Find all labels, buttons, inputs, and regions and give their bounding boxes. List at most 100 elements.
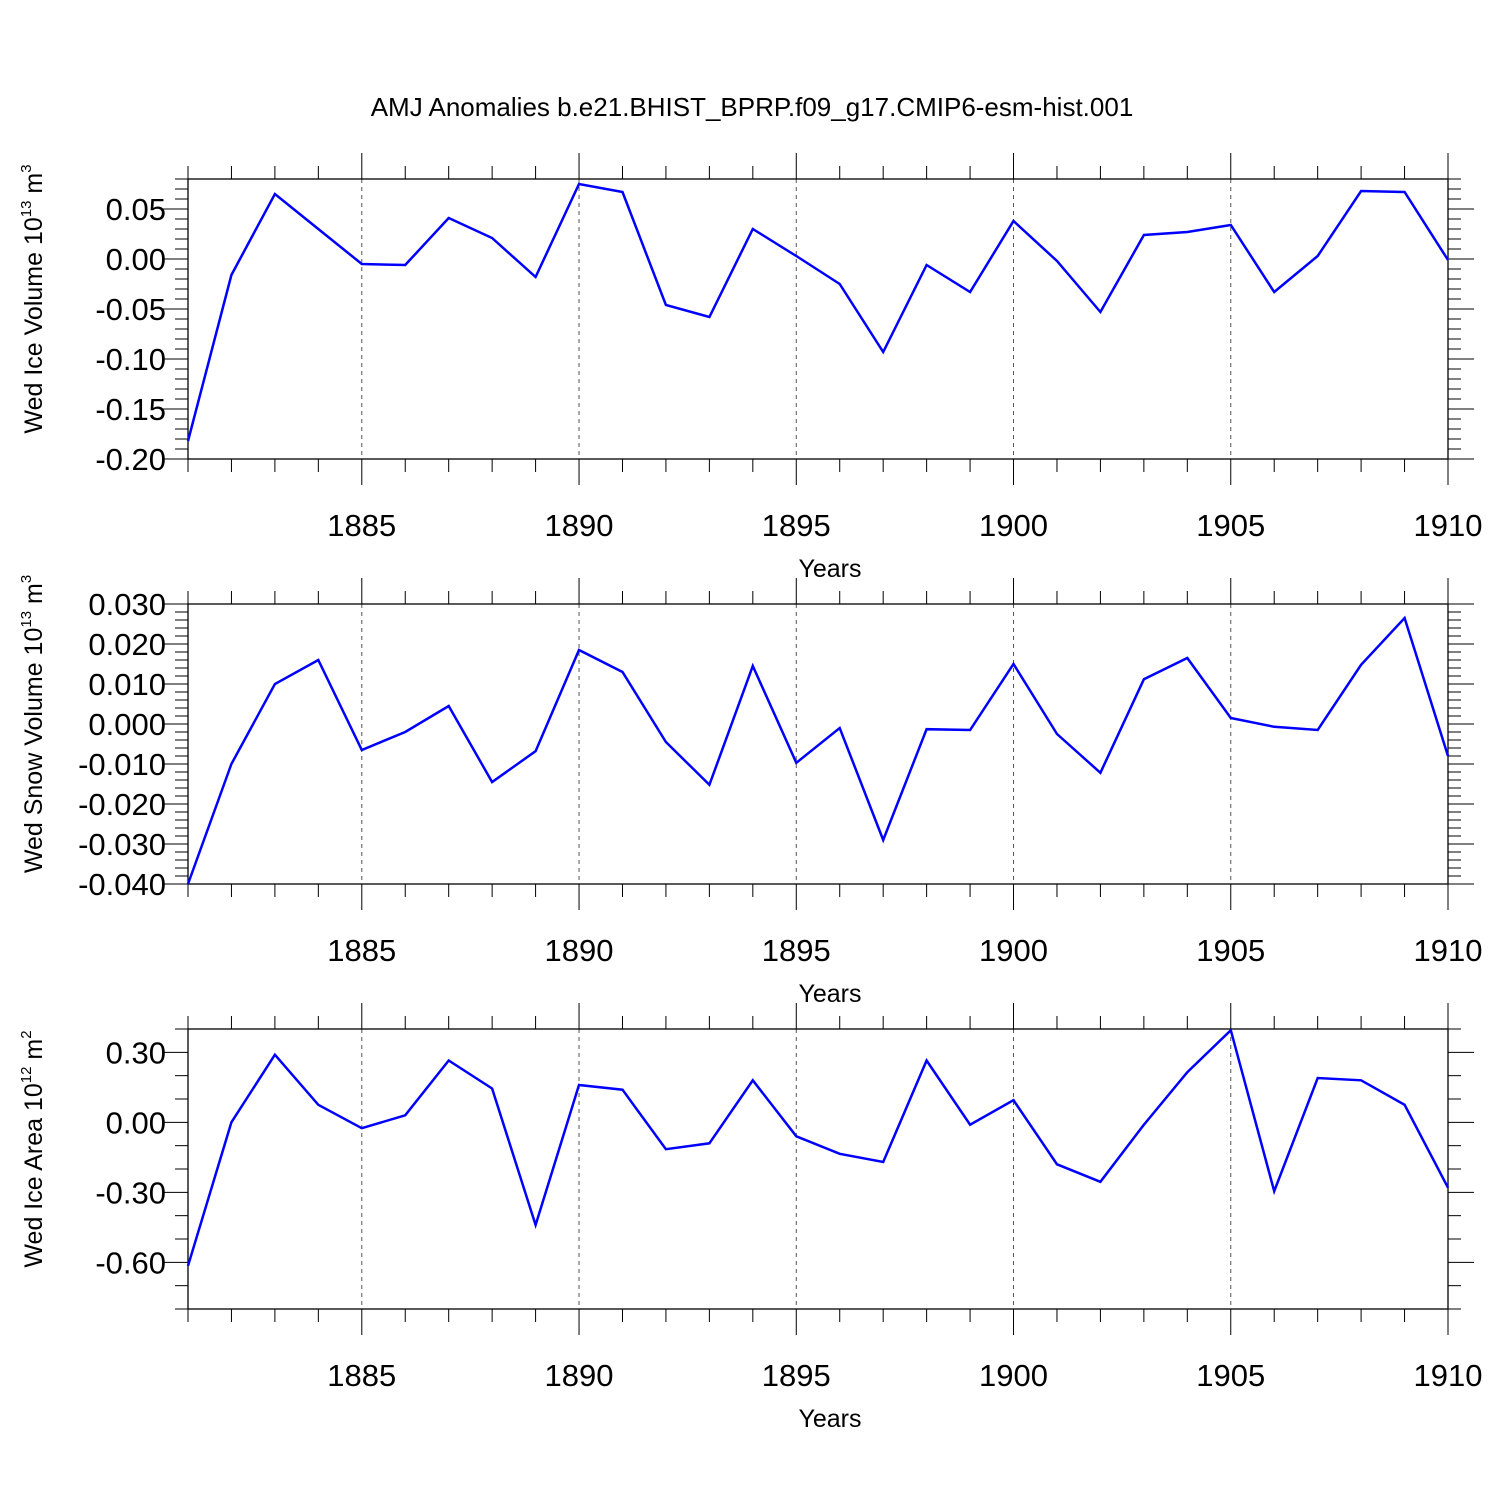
data-point [490, 1087, 494, 1091]
data-point [707, 783, 711, 787]
y-tick-label: -0.10 [95, 342, 166, 377]
data-point [1185, 230, 1189, 234]
data-point [751, 1078, 755, 1082]
data-point [360, 262, 364, 266]
y-tick-label: -0.040 [78, 867, 166, 902]
data-point [1403, 1103, 1407, 1107]
y-tick-label: 0.000 [88, 707, 166, 742]
figure-title: AMJ Anomalies b.e21.BHIST_BPRP.f09_g17.C… [371, 92, 1134, 122]
data-point [229, 1120, 233, 1124]
data-series-line [186, 615, 1450, 885]
x-tick-label: 1890 [545, 1358, 614, 1393]
data-point [1098, 310, 1102, 314]
data-point [490, 236, 494, 240]
data-point [707, 1141, 711, 1145]
data-point [1185, 1070, 1189, 1074]
y-tick-label: -0.030 [78, 827, 166, 862]
data-point [664, 740, 668, 744]
data-point [1012, 1098, 1016, 1102]
data-point [534, 275, 538, 279]
y-axis-title: Wed Ice Volume 1013 m3 [18, 164, 48, 433]
data-point [751, 664, 755, 668]
x-tick-label: 1910 [1414, 508, 1483, 543]
data-point [186, 882, 190, 886]
data-point [1316, 728, 1320, 732]
data-point [620, 670, 624, 674]
data-point [273, 1053, 277, 1057]
data-point [838, 726, 842, 730]
data-point [447, 704, 451, 708]
x-tick-label: 1890 [545, 933, 614, 968]
y-tick-label: 0.00 [106, 242, 166, 277]
snow-volume-panel: 0.030 0.020 0.010 0.000 -0.010 -0.020 -0.030 -0… [18, 575, 1482, 1008]
data-point [1272, 725, 1276, 729]
data-point [316, 227, 320, 231]
x-tick-label: 1900 [979, 933, 1048, 968]
data-point [794, 1134, 798, 1138]
plot-frame [187, 603, 1449, 885]
x-tick-label: 1910 [1414, 1358, 1483, 1393]
data-point [1229, 716, 1233, 720]
y-tick-label: 0.030 [88, 587, 166, 622]
data-series-line [186, 1027, 1450, 1267]
data-point [1055, 1162, 1059, 1166]
data-point [925, 263, 929, 267]
data-point [1359, 189, 1363, 193]
data-point [925, 1059, 929, 1063]
x-tick-label: 1885 [327, 508, 396, 543]
data-point [620, 190, 624, 194]
data-point [881, 350, 885, 354]
data-point [273, 682, 277, 686]
data-point [1185, 656, 1189, 660]
data-point [316, 658, 320, 662]
data-point [1012, 219, 1016, 223]
data-point [1055, 259, 1059, 263]
data-point [273, 192, 277, 196]
data-point [1098, 771, 1102, 775]
data-point [229, 762, 233, 766]
data-point [1272, 290, 1276, 294]
data-point [403, 730, 407, 734]
y-tick-label: -0.20 [95, 442, 166, 477]
data-point [186, 439, 190, 443]
data-point [577, 648, 581, 652]
data-point [794, 254, 798, 258]
data-point [577, 182, 581, 186]
x-tick-label: 1900 [979, 1358, 1048, 1393]
y-tick-label: -0.020 [78, 787, 166, 822]
data-point [838, 1152, 842, 1156]
data-point [1098, 1180, 1102, 1184]
ice-area-panel: 0.30 0.00 -0.30 -0.60 1885 1890 1895 1900 1905 19… [18, 1003, 1482, 1433]
data-point [1272, 1189, 1276, 1193]
data-point [707, 315, 711, 319]
data-point [1359, 1078, 1363, 1082]
y-tick-label: -0.30 [95, 1175, 166, 1210]
data-point [925, 727, 929, 731]
data-point [403, 1113, 407, 1117]
data-point [1142, 677, 1146, 681]
x-tick-label: 1910 [1414, 933, 1483, 968]
y-tick-label: 0.30 [106, 1035, 166, 1070]
data-point [794, 761, 798, 765]
data-point [751, 227, 755, 231]
data-point [881, 1160, 885, 1164]
x-tick-label: 1885 [327, 1358, 396, 1393]
data-point [534, 1223, 538, 1227]
data-point [360, 1126, 364, 1130]
x-tick-label: 1890 [545, 508, 614, 543]
data-point [1403, 190, 1407, 194]
data-point [1446, 754, 1450, 758]
data-point [968, 290, 972, 294]
y-tick-label: -0.60 [95, 1245, 166, 1280]
data-point [620, 1088, 624, 1092]
plot-frame [187, 178, 1449, 460]
x-tick-label: 1895 [762, 933, 831, 968]
y-tick-label: 0.00 [106, 1105, 166, 1140]
data-series-line [186, 182, 1450, 442]
x-axis-title: Years [798, 980, 861, 1008]
y-tick-label: -0.05 [95, 292, 166, 327]
data-point [1359, 663, 1363, 667]
data-point [534, 749, 538, 753]
data-point [1142, 233, 1146, 237]
